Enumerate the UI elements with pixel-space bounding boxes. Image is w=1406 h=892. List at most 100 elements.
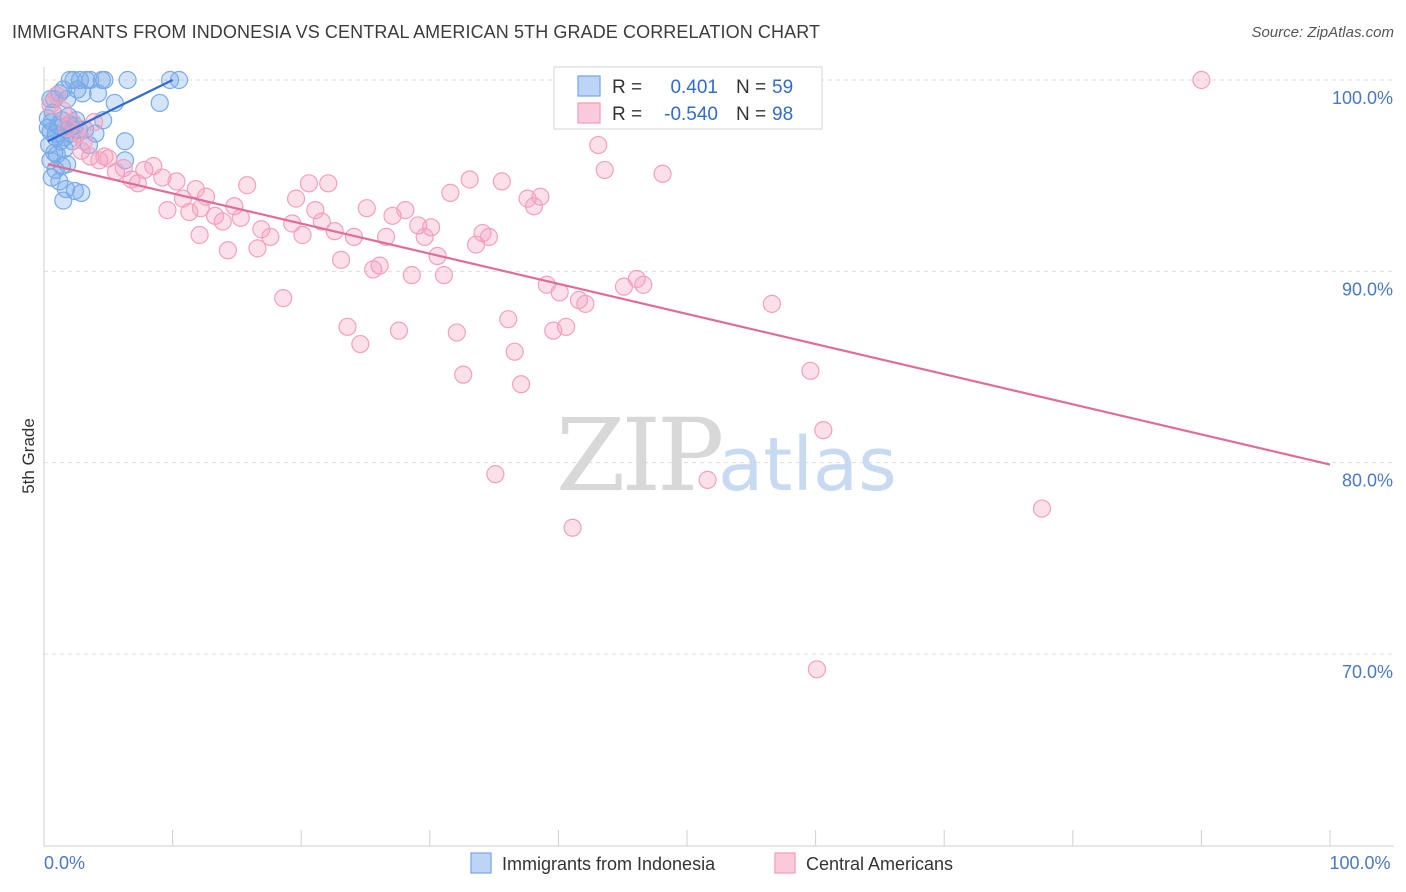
central-american-point: [762, 294, 781, 313]
central-american-point: [286, 189, 306, 208]
watermark-atlas: atlas: [718, 422, 897, 508]
central-american-point: [293, 225, 312, 245]
indonesia-trend-line: [47, 79, 174, 143]
watermark-zip: ZIP: [556, 397, 721, 514]
indonesia-point: [118, 70, 137, 90]
legend-r-value-2: -0.540: [664, 104, 718, 125]
central-american-point: [460, 170, 479, 189]
central-american-point: [135, 160, 154, 180]
central-american-point: [153, 168, 172, 187]
central-american-point: [589, 135, 608, 155]
central-american-point: [1192, 70, 1211, 90]
x-tick-label: 0.0%: [44, 853, 85, 873]
correlation-legend: R = 0.401 N = 59 R = -0.540 N = 98: [553, 66, 823, 130]
y-tick-label: 100.0%: [1332, 88, 1393, 108]
central-american-point: [72, 141, 91, 160]
central-american-point: [186, 179, 205, 199]
legend-n-value-1: 59: [772, 77, 793, 98]
central-american-point: [486, 465, 505, 484]
central-american-point: [238, 176, 257, 195]
indonesia-point: [77, 70, 96, 90]
indonesia-point: [54, 191, 73, 210]
central-american-point: [306, 201, 325, 220]
central-american-point: [402, 266, 421, 285]
trend-lines: [47, 79, 1331, 466]
axes: [43, 67, 1394, 847]
central-american-point: [312, 212, 331, 231]
chart-source: Source: ZipAtlas.com: [1251, 24, 1394, 41]
legend-n-label-2: N =: [736, 104, 766, 125]
central-american-point: [441, 183, 460, 202]
central-american-point: [563, 518, 582, 537]
chart-title: IMMIGRANTS FROM INDONESIA VS CENTRAL AME…: [12, 22, 821, 42]
series-label-indonesia: Immigrants from Indonesia: [502, 854, 716, 874]
central-american-point: [248, 239, 267, 258]
indonesia-point: [72, 183, 91, 202]
central-american-point: [167, 172, 186, 191]
central-american-point: [1032, 499, 1052, 518]
central-american-point: [479, 227, 499, 246]
central-american-point: [557, 317, 576, 336]
central-american-point: [389, 321, 409, 340]
central-american-point: [370, 256, 389, 275]
y-tick-label: 80.0%: [1342, 471, 1393, 491]
central-american-point: [801, 361, 820, 380]
legend-n-value-2: 98: [772, 104, 793, 125]
central-american-point: [531, 187, 550, 206]
grid: [44, 79, 1394, 655]
central-american-point: [338, 317, 357, 336]
series-swatch-central-americans: [774, 852, 796, 874]
central-american-point: [95, 147, 114, 166]
central-american-trend-line: [47, 163, 1331, 466]
data-points: [38, 70, 1211, 679]
legend-r-value-1: 0.401: [670, 77, 718, 98]
central-american-point: [261, 227, 280, 246]
central-american-point: [698, 470, 717, 489]
y-tick-label: 70.0%: [1342, 662, 1393, 682]
central-american-point: [634, 275, 653, 294]
legend-r-label-1: R =: [612, 77, 642, 98]
central-american-point: [190, 225, 209, 245]
y-tick-labels: 100.0% 90.0% 80.0% 70.0%: [1332, 88, 1393, 682]
series-label-central-americans: Central Americans: [806, 854, 953, 874]
y-axis-title: 5th Grade: [19, 418, 38, 494]
x-ticks: [43, 830, 1331, 846]
central-american-point: [180, 202, 199, 222]
central-american-point: [505, 342, 524, 361]
indonesia-point: [169, 70, 189, 90]
central-american-point: [396, 201, 415, 220]
indonesia-point: [115, 132, 135, 151]
central-american-point: [376, 227, 396, 246]
central-american-point: [454, 365, 473, 384]
central-american-point: [218, 241, 237, 260]
indonesia-point: [95, 70, 114, 90]
central-american-point: [447, 323, 466, 342]
series-swatch-indonesia: [470, 852, 492, 874]
central-american-point: [512, 375, 531, 394]
indonesia-point: [150, 93, 169, 113]
central-american-point: [415, 227, 434, 246]
central-american-point: [158, 201, 177, 220]
central-american-point: [351, 334, 370, 354]
central-american-point: [576, 294, 595, 313]
central-american-point: [653, 164, 672, 183]
y-tick-label: 90.0%: [1342, 279, 1393, 299]
legend-swatch-blue: [577, 75, 601, 97]
legend-r-label-2: R =: [612, 104, 642, 125]
central-american-point: [807, 660, 826, 679]
central-american-point: [492, 172, 511, 191]
central-american-point: [331, 250, 351, 269]
central-american-point: [319, 174, 338, 193]
central-american-point: [81, 147, 100, 166]
central-american-point: [47, 86, 66, 105]
central-american-point: [524, 197, 544, 216]
central-american-point: [421, 218, 441, 237]
central-american-point: [595, 160, 614, 180]
central-american-point: [299, 174, 319, 193]
indonesia-point: [73, 84, 92, 103]
central-american-point: [213, 212, 232, 231]
central-american-point: [274, 289, 293, 308]
x-tick-labels: 0.0% 100.0%: [44, 853, 1391, 873]
legend-swatch-pink: [577, 102, 601, 124]
